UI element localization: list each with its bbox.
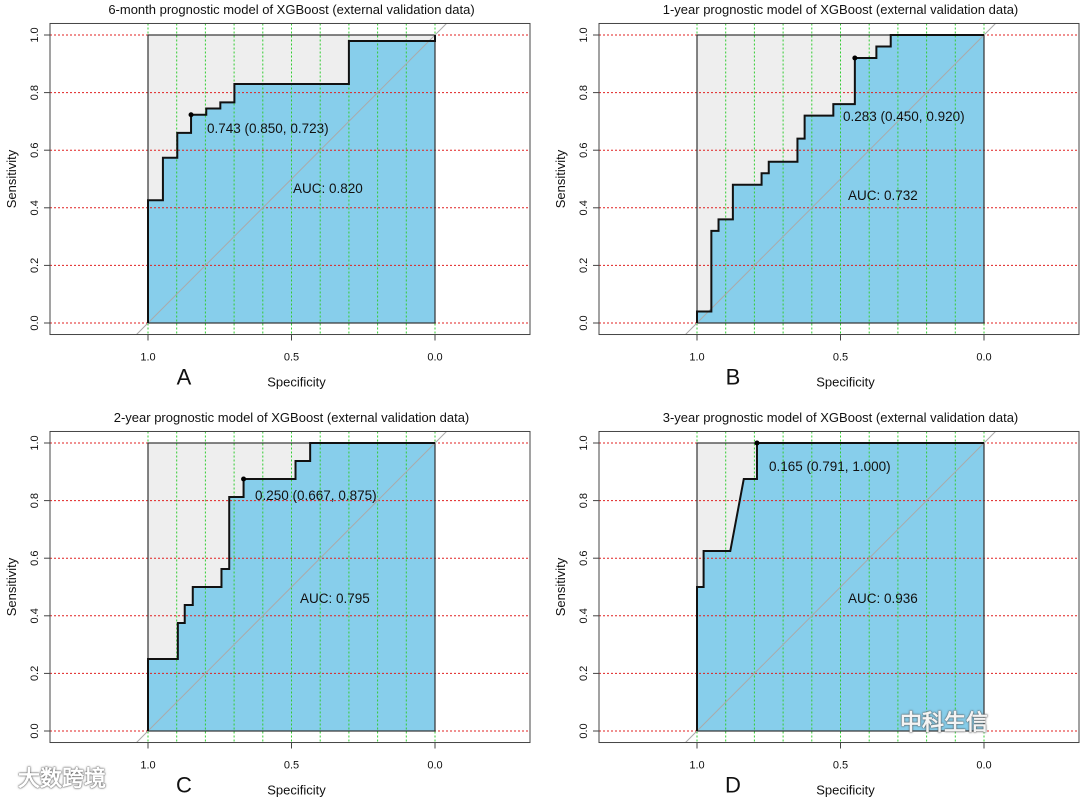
x-axis-label: Specificity	[816, 375, 875, 390]
x-tick-label: 1.0	[140, 352, 155, 364]
y-tick-label: 0.8	[29, 85, 41, 100]
roc-curve	[696, 34, 984, 323]
y-tick-label: 0.2	[29, 666, 41, 681]
y-tick-label: 1.0	[578, 435, 590, 450]
chart-title: 3-year prognostic model of XGBoost (exte…	[663, 410, 1019, 425]
best-threshold-point	[852, 55, 858, 61]
best-threshold-point	[241, 476, 247, 482]
y-axis-label: Sensitivity	[553, 557, 568, 616]
roc-curve	[147, 35, 436, 323]
x-axis-label: Specificity	[267, 375, 326, 390]
threshold-label: 0.165 (0.791, 1.000)	[769, 459, 891, 474]
y-tick-label: 0.0	[29, 315, 41, 330]
y-tick-label: 1.0	[29, 27, 41, 42]
auc-label: AUC: 0.820	[293, 181, 363, 196]
x-tick-label: 0.5	[284, 352, 299, 364]
y-tick-label: 0.6	[29, 143, 41, 158]
panel-letter: B	[726, 365, 741, 390]
y-tick-label: 0.0	[578, 315, 590, 330]
reference-diagonal	[685, 23, 996, 335]
chart-title: 1-year prognostic model of XGBoost (exte…	[663, 2, 1019, 17]
reference-diagonal	[136, 431, 447, 743]
y-tick-label: 0.4	[578, 608, 590, 623]
y-tick-label: 0.8	[578, 493, 590, 508]
y-tick-label: 0.8	[578, 85, 590, 100]
y-tick-label: 0.6	[29, 551, 41, 566]
x-tick-label: 0.5	[833, 352, 848, 364]
y-tick-label: 0.6	[578, 551, 590, 566]
roc-curve	[696, 442, 984, 731]
y-tick-label: 0.2	[578, 258, 590, 273]
roc-panel-a: 6-month prognostic model of XGBoost (ext…	[4, 2, 531, 390]
best-threshold-point	[188, 112, 194, 118]
y-axis-label: Sensitivity	[4, 149, 19, 208]
roc-panel-c: 2-year prognostic model of XGBoost (exte…	[4, 410, 531, 798]
y-tick-label: 0.6	[578, 143, 590, 158]
panel-letter: A	[177, 365, 192, 390]
roc-panel-b: 1-year prognostic model of XGBoost (exte…	[553, 2, 1080, 390]
x-tick-label: 0.0	[427, 352, 442, 364]
x-tick-label: 0.0	[427, 760, 442, 772]
threshold-label: 0.283 (0.450, 0.920)	[843, 109, 965, 124]
y-tick-label: 1.0	[578, 27, 590, 42]
auc-label: AUC: 0.795	[300, 591, 370, 606]
y-axis-label: Sensitivity	[553, 149, 568, 208]
y-tick-label: 0.2	[578, 666, 590, 681]
upper-area	[697, 35, 984, 323]
best-threshold-point	[754, 440, 760, 446]
y-tick-label: 0.2	[29, 258, 41, 273]
chart-title: 6-month prognostic model of XGBoost (ext…	[108, 2, 474, 17]
x-tick-label: 1.0	[689, 352, 704, 364]
plot-frame	[598, 22, 1080, 336]
y-tick-label: 0.0	[29, 723, 41, 738]
x-tick-label: 0.5	[833, 760, 848, 772]
y-tick-label: 0.4	[29, 608, 41, 623]
upper-area	[148, 443, 435, 731]
y-axis-label: Sensitivity	[4, 557, 19, 616]
watermark-left: 大数跨境	[18, 767, 107, 792]
plot-region-outline	[147, 442, 436, 732]
plot-region-outline	[147, 34, 436, 324]
plot-region-outline	[696, 34, 985, 324]
watermark-right: 中科生信	[900, 711, 989, 736]
reference-diagonal	[685, 431, 996, 743]
y-tick-label: 0.4	[29, 200, 41, 215]
roc-curve	[147, 442, 435, 731]
reference-diagonal	[136, 23, 447, 335]
y-tick-label: 0.8	[29, 493, 41, 508]
chart-title: 2-year prognostic model of XGBoost (exte…	[114, 410, 470, 425]
plot-frame	[49, 22, 531, 336]
x-axis-label: Specificity	[816, 783, 875, 798]
threshold-label: 0.743 (0.850, 0.723)	[207, 121, 329, 136]
plot-frame	[598, 430, 1080, 744]
panel-letter: C	[176, 773, 192, 798]
x-tick-label: 0.5	[284, 760, 299, 772]
x-axis-label: Specificity	[267, 783, 326, 798]
x-tick-label: 0.0	[976, 760, 991, 772]
y-tick-label: 0.4	[578, 200, 590, 215]
x-tick-label: 0.0	[976, 352, 991, 364]
threshold-label: 0.250 (0.667, 0.875)	[255, 488, 377, 503]
y-tick-label: 1.0	[29, 435, 41, 450]
plot-frame	[49, 430, 531, 744]
auc-label: AUC: 0.936	[848, 591, 918, 606]
roc-panel-d: 3-year prognostic model of XGBoost (exte…	[553, 410, 1080, 798]
x-tick-label: 1.0	[689, 760, 704, 772]
panel-letter: D	[725, 773, 741, 798]
x-tick-label: 1.0	[140, 760, 155, 772]
auc-label: AUC: 0.732	[848, 188, 918, 203]
y-tick-label: 0.0	[578, 723, 590, 738]
